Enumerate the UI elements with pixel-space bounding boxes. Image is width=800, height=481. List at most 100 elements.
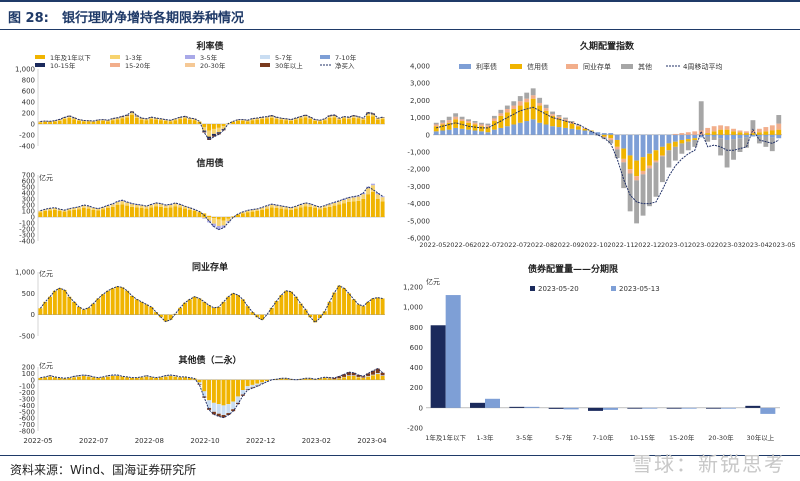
bar-segment (226, 413, 231, 415)
bar-segment (284, 209, 289, 217)
bar-segment (260, 314, 265, 320)
bar-segment (245, 389, 250, 391)
bar-segment (351, 375, 356, 376)
legend-swatch (530, 286, 535, 291)
bar-segment (370, 113, 375, 115)
bar-segment (375, 368, 380, 374)
bar-segment (168, 314, 173, 320)
bar-segment (110, 204, 115, 207)
bar-segment (711, 131, 717, 135)
bar-segment (163, 376, 168, 380)
y-tick-label: 400 (410, 364, 423, 372)
bar-segment (491, 115, 497, 119)
bar-segment (158, 206, 163, 217)
bar-segment (236, 295, 240, 315)
bar-segment (245, 379, 250, 387)
bar-segment (250, 387, 255, 389)
bar-segment (634, 134, 640, 161)
y-tick-label: 0 (419, 404, 423, 412)
bar-segment (366, 113, 371, 114)
bar-segment (479, 122, 484, 125)
bar-segment (52, 209, 57, 217)
bar-segment (744, 133, 749, 135)
bar-segment (240, 299, 245, 315)
bar-segment (308, 314, 313, 318)
bar-segment (110, 119, 115, 121)
bar-segment (647, 168, 652, 207)
bar-segment (154, 312, 159, 315)
bar-segment (293, 119, 298, 124)
y-tick-label: -400 (19, 238, 35, 246)
bar-segment (76, 375, 81, 377)
bar-segment (72, 208, 77, 210)
bar-segment (178, 119, 183, 124)
bar-segment (231, 293, 236, 315)
bar-segment (375, 297, 380, 315)
bar (603, 407, 618, 410)
bar-segment (192, 296, 197, 315)
y-tick-label: 1,000 (15, 269, 35, 277)
bar-segment (303, 114, 308, 116)
bar (524, 406, 540, 408)
bar-segment (91, 303, 96, 315)
legend-label: 净买入 (335, 61, 355, 70)
bar-segment (744, 131, 749, 134)
bar-segment (356, 200, 361, 217)
bar-segment (207, 220, 212, 223)
chart-title: 久期配置指数 (580, 40, 635, 52)
bar-segment (134, 116, 139, 118)
charts-canvas: 利率债 1年及1年以下 1-3年 3-5年 5-7年 7-10年 10-15年 15-20年… (15, 40, 796, 445)
bar-segment (366, 194, 371, 217)
bar-segment (289, 119, 293, 121)
bar-segment (134, 207, 139, 217)
bar-segment (530, 88, 536, 96)
chart-ncd: 同业存单 亿元 -500 0 500 1,000 (15, 261, 385, 341)
bar-segment (356, 377, 361, 380)
y-tick-label: 1,000 (410, 114, 430, 122)
bar-segment (698, 101, 704, 131)
bar-segment (101, 209, 106, 217)
bar-segment (86, 307, 91, 315)
bar-segment (342, 203, 347, 217)
bar-segment (380, 372, 385, 376)
bar-segment (154, 119, 159, 124)
bar-segment (62, 117, 67, 120)
bar-segment (202, 379, 207, 392)
y-tick-label: 300 (22, 196, 35, 204)
bar-segment (530, 98, 536, 120)
bar-segment (346, 375, 351, 380)
bar-segment (216, 404, 221, 414)
bar-segment (756, 132, 762, 135)
bar-segment (144, 304, 149, 315)
bar-segment (705, 133, 711, 135)
y-tick-label: -200 (19, 389, 35, 397)
bar-segment (168, 375, 173, 376)
bar-segment (601, 133, 607, 135)
bar-segment (139, 205, 144, 208)
bar-segment (337, 201, 342, 205)
watermark: 雪球：新锐思考 (632, 452, 786, 476)
bar-segment (221, 405, 226, 415)
bar-segment (491, 118, 497, 122)
bar-segment (57, 120, 62, 124)
bar-segment (110, 375, 115, 380)
x-tick-label: 2022-07 (473, 241, 500, 249)
bar-segment (705, 134, 711, 137)
bar-segment (139, 119, 144, 124)
bar-segment (289, 208, 293, 210)
y-tick-label: -400 (19, 402, 35, 410)
bar-segment (718, 125, 724, 130)
bar-segment (370, 116, 375, 124)
bar-segment (183, 377, 187, 380)
bar-segment (216, 217, 221, 220)
bar-segment (264, 379, 269, 382)
bar-segment (685, 134, 691, 140)
x-tick-label: 30年以上 (746, 433, 774, 442)
bar-segment (168, 121, 173, 124)
bar-segment (289, 209, 293, 217)
bar-segment (125, 202, 130, 206)
bar-segment (327, 378, 332, 380)
bar-segment (130, 377, 134, 380)
bar-segment (207, 130, 212, 137)
x-tick-label: 2023-02 (302, 437, 331, 445)
